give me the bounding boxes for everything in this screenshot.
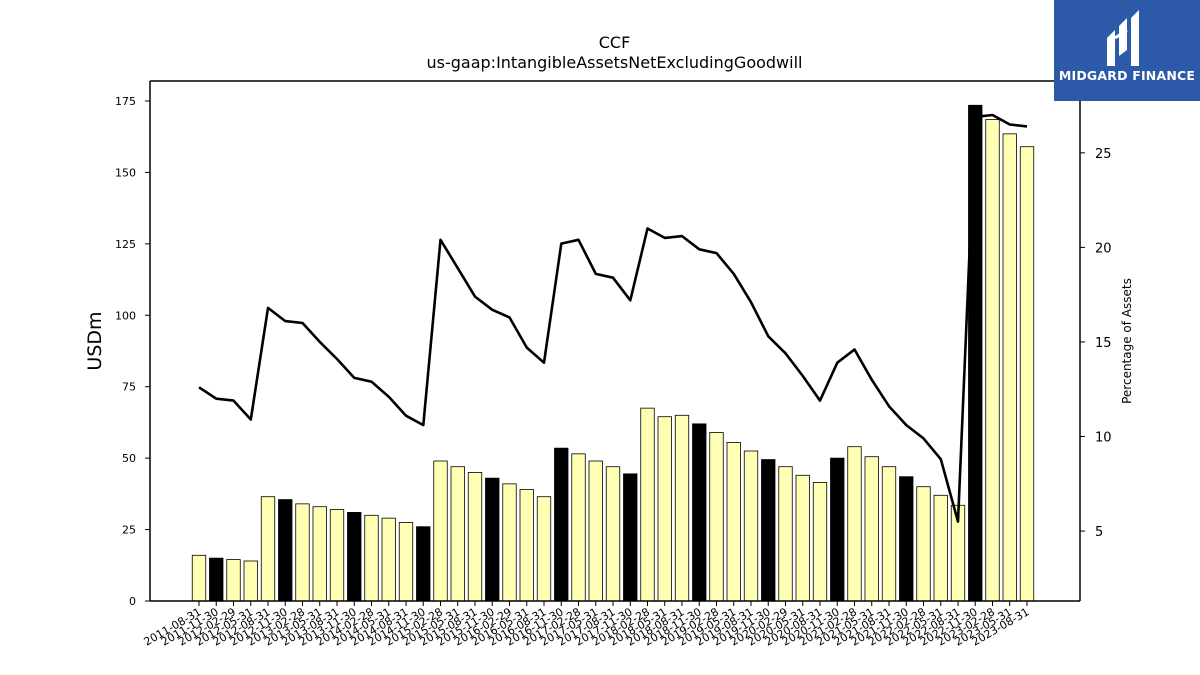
y-axis-label: USDm — [84, 311, 106, 370]
y-tick-label: 0 — [129, 595, 136, 608]
bar — [226, 559, 241, 602]
chart-title: CCF — [598, 33, 631, 52]
percentage-line — [198, 113, 1028, 523]
chart-subtitle: us-gaap:IntangibleAssetsNetExcludingGood… — [426, 53, 803, 72]
bar — [674, 414, 690, 602]
bar — [295, 503, 310, 602]
bar — [398, 522, 414, 602]
bar — [502, 483, 517, 602]
bar — [709, 432, 724, 602]
bar — [485, 477, 500, 602]
y-tick-label: 125 — [115, 238, 136, 251]
bar — [260, 496, 276, 602]
bar — [968, 104, 983, 602]
bar — [467, 472, 483, 602]
bar — [209, 557, 224, 602]
bar — [985, 119, 1000, 602]
bar — [519, 489, 534, 602]
bar — [588, 460, 603, 602]
bar — [692, 423, 707, 602]
bar — [312, 506, 327, 602]
y2-tick-label: 10 — [1095, 430, 1112, 445]
bar — [536, 496, 552, 602]
bar — [830, 457, 845, 602]
y2-tick-label: 20 — [1095, 241, 1112, 256]
bar — [640, 407, 655, 602]
bar — [571, 453, 586, 602]
bar — [916, 486, 931, 602]
bar — [657, 416, 672, 602]
y2-tick-label: 15 — [1095, 336, 1112, 351]
brand-name: MIDGARD FINANCE — [1058, 68, 1196, 83]
bar — [450, 466, 465, 602]
bar — [433, 460, 448, 602]
bar — [364, 514, 379, 602]
bar — [243, 560, 258, 602]
y-tick-label: 150 — [115, 166, 136, 179]
bar — [381, 517, 396, 602]
bar — [881, 466, 897, 602]
bar — [812, 482, 828, 602]
bar — [278, 499, 293, 602]
bar — [933, 494, 948, 602]
bar — [778, 466, 793, 602]
bar — [761, 459, 776, 602]
bar — [795, 474, 810, 602]
y-tick-label: 25 — [122, 524, 136, 537]
bar — [1002, 133, 1017, 602]
y-tick-label: 100 — [115, 309, 136, 322]
y2-tick-label: 25 — [1095, 147, 1112, 162]
y2-tick-label: 5 — [1095, 525, 1103, 540]
bar — [191, 554, 207, 602]
bar — [347, 512, 362, 602]
bar — [605, 466, 621, 602]
y-tick-label: 50 — [122, 452, 136, 465]
midgard-logo-icon — [1107, 10, 1139, 66]
brand-logo: MIDGARD FINANCE — [1054, 0, 1200, 101]
bar — [899, 476, 914, 602]
bar — [1019, 146, 1035, 602]
bar — [743, 450, 759, 602]
bar — [554, 447, 569, 602]
y-tick-label: 175 — [115, 95, 136, 108]
bar — [847, 446, 862, 602]
y2-axis-label: Percentage of Assets — [1120, 278, 1134, 404]
y-tick-label: 75 — [122, 381, 136, 394]
bar — [416, 526, 431, 602]
bar — [726, 442, 741, 602]
bar — [864, 456, 879, 602]
bar — [623, 473, 638, 602]
bar — [329, 509, 345, 602]
